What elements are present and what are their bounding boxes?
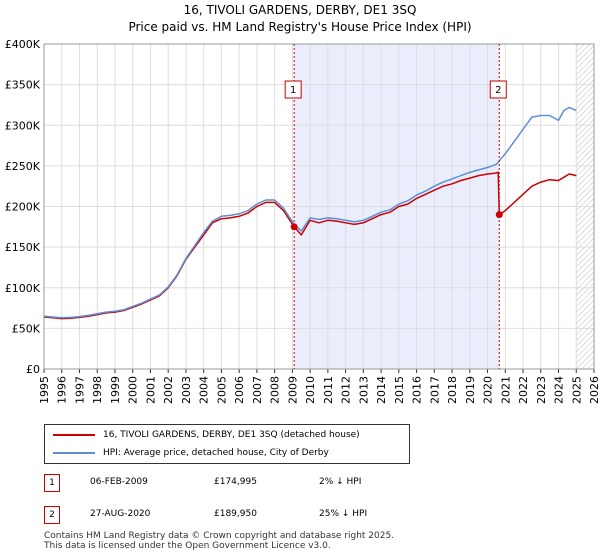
hpi-line xyxy=(43,106,577,319)
x-tick-label: 1999 xyxy=(109,376,122,404)
sale-marker-label: 2 xyxy=(495,85,501,96)
x-tick-label: 1997 xyxy=(73,376,86,404)
x-tick-label: 2020 xyxy=(482,376,495,404)
plot-frame xyxy=(43,43,595,370)
x-tick-label: 2005 xyxy=(215,376,228,404)
y-tick-label: £250K xyxy=(5,160,41,173)
x-tick-label: 2001 xyxy=(144,376,157,404)
sale-marker-badge xyxy=(489,80,507,99)
x-tick-label: 2015 xyxy=(393,376,406,404)
y-tick-label: £100K xyxy=(5,282,41,295)
chart-title-block: 16, TIVOLI GARDENS, DERBY, DE1 3SQ Price… xyxy=(0,2,600,36)
x-tick-label: 2004 xyxy=(198,376,211,404)
chart-title: 16, TIVOLI GARDENS, DERBY, DE1 3SQ xyxy=(183,3,417,17)
sale-row: 2 27-AUG-2020 £189,950 25% ↓ HPI xyxy=(44,506,384,526)
sale-price: £174,995 xyxy=(214,477,257,487)
legend-swatch-property xyxy=(53,434,95,436)
y-tick-label: £200K xyxy=(5,201,41,214)
sale-hpi-diff: 2% ↓ HPI xyxy=(319,477,362,487)
sale-marker-label: 1 xyxy=(290,85,296,96)
y-tick-label: £0 xyxy=(26,363,40,376)
sale-number-badge: 2 xyxy=(44,506,60,524)
x-tick-label: 2021 xyxy=(499,376,512,404)
footer: Contains HM Land Registry data © Crown c… xyxy=(44,531,394,551)
y-tick-label: £400K xyxy=(5,38,41,51)
x-tick-label: 2014 xyxy=(375,376,388,404)
x-tick-label: 2011 xyxy=(322,376,335,404)
price-chart: £0 £50K £100K £150K £200K £250K £300K £350K £400… xyxy=(5,38,600,404)
x-tick-label: 2023 xyxy=(535,376,548,404)
x-tick-label: 1995 xyxy=(38,376,51,404)
legend-label-property: 16, TIVOLI GARDENS, DERBY, DE1 3SQ (deta… xyxy=(103,430,360,440)
x-tick-label: 2019 xyxy=(464,376,477,404)
x-tick-label: 2013 xyxy=(357,376,370,404)
x-tick-label: 2026 xyxy=(588,376,600,404)
sale-point xyxy=(495,211,503,219)
legend-label-hpi: HPI: Average price, detached house, City… xyxy=(103,448,329,458)
x-tick-label: 2018 xyxy=(446,376,459,404)
x-tick-label: 2002 xyxy=(162,376,175,404)
sale-hpi-diff: 25% ↓ HPI xyxy=(319,509,368,519)
x-tick-label: 2025 xyxy=(570,376,583,404)
x-tick-label: 1996 xyxy=(56,376,69,404)
legend-item-hpi: HPI: Average price, detached house, City… xyxy=(53,445,329,461)
y-tick-label: £300K xyxy=(5,119,41,132)
sale-date: 27-AUG-2020 xyxy=(90,509,151,519)
footer-copyright: Contains HM Land Registry data © Crown c… xyxy=(44,531,395,541)
footer-licence: This data is licensed under the Open Gov… xyxy=(44,541,331,551)
x-tick-label: 2007 xyxy=(251,376,264,404)
x-tick-label: 1998 xyxy=(91,376,104,404)
x-tick-label: 2010 xyxy=(304,376,317,404)
x-tick-label: 2012 xyxy=(340,376,353,404)
y-tick-label: £150K xyxy=(5,241,41,254)
sale-point xyxy=(290,223,298,231)
chart-subtitle: Price paid vs. HM Land Registry's House … xyxy=(128,20,472,34)
x-tick-label: 2017 xyxy=(428,376,441,404)
sale-date: 06-FEB-2009 xyxy=(90,477,148,487)
sale-row: 1 06-FEB-2009 £174,995 2% ↓ HPI xyxy=(44,474,384,494)
x-tick-label: 2008 xyxy=(269,376,282,404)
sale-number-badge: 1 xyxy=(44,474,60,492)
property-price-line xyxy=(43,171,577,320)
sale-price: £189,950 xyxy=(214,509,257,519)
x-tick-label: 2016 xyxy=(411,376,424,404)
sale-marker-badge xyxy=(284,80,302,99)
x-tick-label: 2024 xyxy=(553,376,566,404)
x-tick-label: 2009 xyxy=(286,376,299,404)
y-tick-label: £350K xyxy=(5,79,41,92)
y-tick-label: £50K xyxy=(12,322,41,335)
legend-item-property: 16, TIVOLI GARDENS, DERBY, DE1 3SQ (deta… xyxy=(53,427,360,443)
x-tick-label: 2000 xyxy=(127,376,140,404)
x-tick-label: 2022 xyxy=(517,376,530,404)
x-tick-label: 2003 xyxy=(180,376,193,404)
x-tick-label: 2006 xyxy=(233,376,246,404)
legend-swatch-hpi xyxy=(53,452,95,454)
legend: 16, TIVOLI GARDENS, DERBY, DE1 3SQ (deta… xyxy=(44,424,410,464)
